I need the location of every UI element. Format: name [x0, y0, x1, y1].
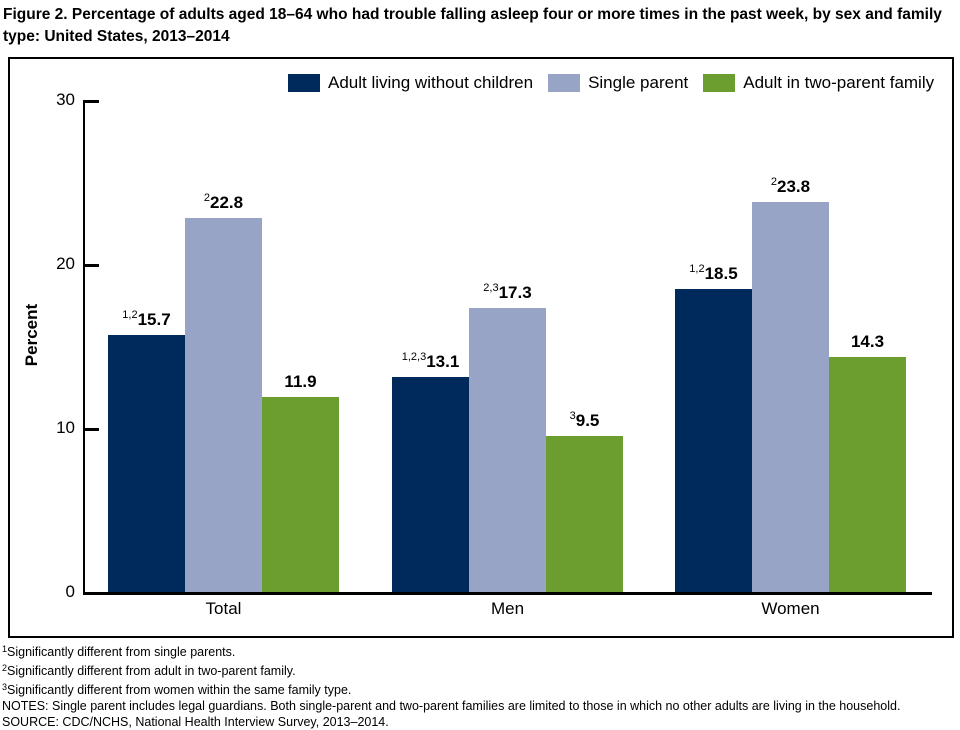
plot-area: 30 20 10 0 1,215.7 222.8 11.9 Total 1,2,… [56, 90, 932, 618]
legend-item-single-parent: Single parent [548, 73, 688, 93]
bar-value-label: 1,2,313.1 [402, 351, 460, 372]
bar-men-without-children [392, 377, 469, 592]
bar-group-men: 1,2,313.1 2,317.3 39.5 Men [392, 100, 623, 618]
bar-slot: 222.8 [185, 100, 262, 592]
bar-group-women: 1,218.5 223.8 14.3 Women [675, 100, 906, 618]
legend-item-two-parent: Adult in two-parent family [703, 73, 934, 93]
superscript: 1 [2, 644, 8, 654]
footnote-notes: NOTES: Single parent includes legal guar… [2, 698, 958, 714]
bar-value: 11.9 [284, 371, 317, 391]
bar-slot: 39.5 [546, 100, 623, 592]
bar-value-label: 14.3 [851, 331, 884, 352]
y-tick-label: 30 [56, 90, 75, 109]
bar-slot: 223.8 [752, 100, 829, 592]
bar-value-label: 39.5 [570, 410, 600, 431]
bar-value: 14.3 [850, 332, 885, 352]
chart-frame: Adult living without children Single par… [8, 57, 954, 638]
y-tick-mark [85, 263, 99, 267]
bar-value: 18.5 [704, 263, 738, 283]
bar-men-single-parent [469, 308, 546, 592]
bar-value: 9.5 [575, 411, 600, 431]
bar-value-label: 1,215.7 [122, 309, 170, 330]
y-tick-label: 20 [56, 253, 75, 273]
legend-swatch-navy [288, 74, 320, 92]
bar-total-two-parent [262, 396, 339, 592]
bar-value: 13.1 [426, 352, 460, 372]
bar-slot: 1,215.7 [108, 100, 185, 592]
x-category-label-women: Women [761, 599, 820, 618]
legend: Adult living without children Single par… [288, 73, 934, 93]
footnote-text: Significantly different from adult in tw… [7, 664, 296, 678]
legend-swatch-blue [548, 74, 581, 92]
bar-women-two-parent [829, 357, 906, 592]
bar-total-without-children [108, 334, 185, 592]
bar-value-label: 2,317.3 [483, 282, 531, 303]
superscript: 3 [569, 410, 576, 423]
bar-value-label: 11.9 [284, 371, 316, 392]
bar-men-two-parent [546, 436, 623, 592]
bar-women-without-children [675, 288, 752, 592]
superscript: 1,2 [689, 262, 705, 275]
bar-group-total: 1,215.7 222.8 11.9 Total [108, 100, 339, 618]
superscript: 1,2,3 [401, 351, 427, 364]
y-tick-mark [85, 428, 99, 432]
bar-value: 15.7 [137, 309, 171, 329]
bar-value: 23.8 [777, 176, 811, 196]
y-tick-mark [85, 100, 99, 103]
legend-label: Adult in two-parent family [743, 73, 935, 92]
bar-women-single-parent [752, 201, 829, 592]
bar-value: 17.3 [498, 283, 532, 303]
footnote-text: SOURCE: CDC/NCHS, National Health Interv… [2, 715, 389, 729]
bar-value: 22.8 [210, 193, 244, 213]
footnote-text: Significantly different from women withi… [7, 683, 352, 697]
superscript: 3 [2, 682, 8, 692]
footnote-2: 2Significantly different from adult in t… [2, 660, 958, 679]
superscript: 2 [2, 663, 8, 673]
bar-value-label: 222.8 [204, 192, 243, 213]
legend-label: Adult living without children [328, 73, 534, 92]
legend-swatch-green [703, 74, 736, 92]
y-tick-label: 0 [65, 582, 75, 601]
footnote-1: 1Significantly different from single par… [2, 641, 958, 660]
superscript: 2,3 [483, 282, 499, 295]
bar-total-single-parent [185, 218, 262, 592]
superscript: 1,2 [122, 308, 138, 321]
bar-value-label: 223.8 [771, 176, 810, 197]
bar-slot: 1,2,313.1 [392, 100, 469, 592]
legend-item-adult-without-children: Adult living without children [288, 73, 533, 93]
figure-title: Figure 2. Percentage of adults aged 18–6… [3, 6, 942, 45]
footnote-text: Significantly different from single pare… [7, 645, 236, 659]
bar-slot: 2,317.3 [469, 100, 546, 592]
bar-value-label: 1,218.5 [689, 263, 737, 284]
y-tick-label: 10 [56, 418, 75, 438]
y-axis-title: Percent [22, 303, 41, 367]
superscript: 2 [770, 175, 778, 188]
footnote-3: 3Significantly different from women with… [2, 679, 958, 698]
x-category-label-total: Total [205, 599, 242, 618]
bar-slot: 11.9 [262, 100, 339, 592]
footnotes: 1Significantly different from single par… [2, 641, 958, 730]
legend-label: Single parent [588, 73, 689, 92]
bar-slot: 14.3 [829, 100, 906, 592]
footnote-source: SOURCE: CDC/NCHS, National Health Interv… [2, 714, 958, 730]
superscript: 2 [203, 192, 211, 205]
footnote-text: NOTES: Single parent includes legal guar… [2, 699, 901, 713]
x-category-label-men: Men [490, 599, 525, 618]
bar-slot: 1,218.5 [675, 100, 752, 592]
